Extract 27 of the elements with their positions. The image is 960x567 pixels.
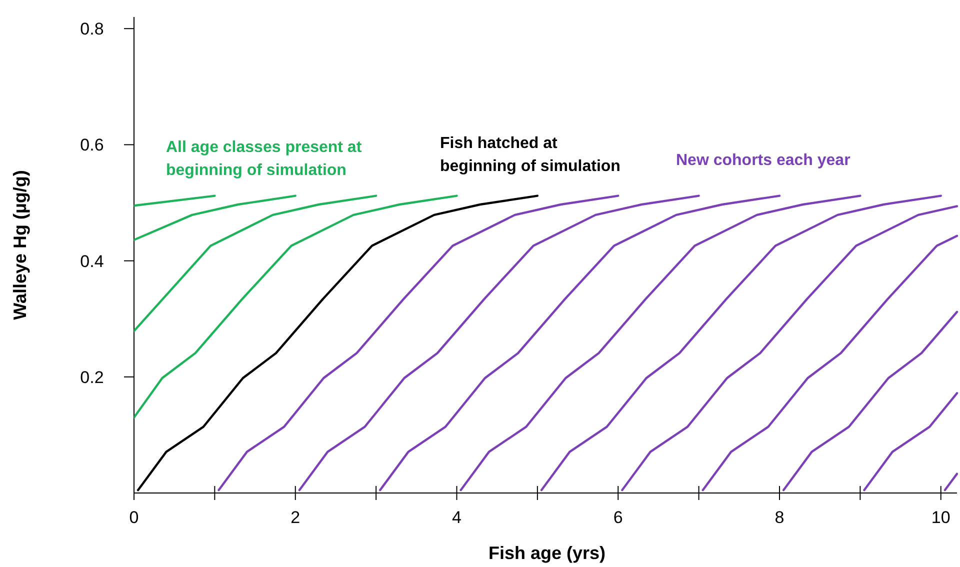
line-series <box>782 310 958 492</box>
line-series <box>540 194 942 492</box>
x-tick-label: 6 <box>613 508 623 527</box>
line-series <box>378 194 781 492</box>
x-tick-label: 0 <box>129 508 139 527</box>
line-series <box>621 205 958 492</box>
line-series <box>460 194 862 492</box>
line-series <box>863 392 958 492</box>
y-axis-title: Walleye Hg (µg/g) <box>10 170 30 320</box>
annotation: Fish hatched at beginning of simulation <box>440 135 620 175</box>
line-series <box>134 194 296 242</box>
x-tick-label: 2 <box>290 508 300 527</box>
x-tick-label: 10 <box>931 508 950 527</box>
x-axis-title: Fish age (yrs) <box>488 543 606 563</box>
x-tick-label: 4 <box>452 508 462 527</box>
y-tick-label: 0.8 <box>80 20 104 39</box>
y-tick-label: 0.4 <box>80 252 104 271</box>
y-tick-label: 0.2 <box>80 368 104 387</box>
annotation: New cohorts each year <box>676 152 850 169</box>
y-tick-label: 0.6 <box>80 136 104 155</box>
line-series <box>134 194 458 419</box>
line-series <box>134 194 378 332</box>
line-series <box>702 234 958 492</box>
line-series <box>218 194 620 492</box>
x-tick-label: 8 <box>774 508 784 527</box>
annotation: All age classes present at beginning of simulation <box>166 139 362 179</box>
line-series <box>298 194 700 492</box>
